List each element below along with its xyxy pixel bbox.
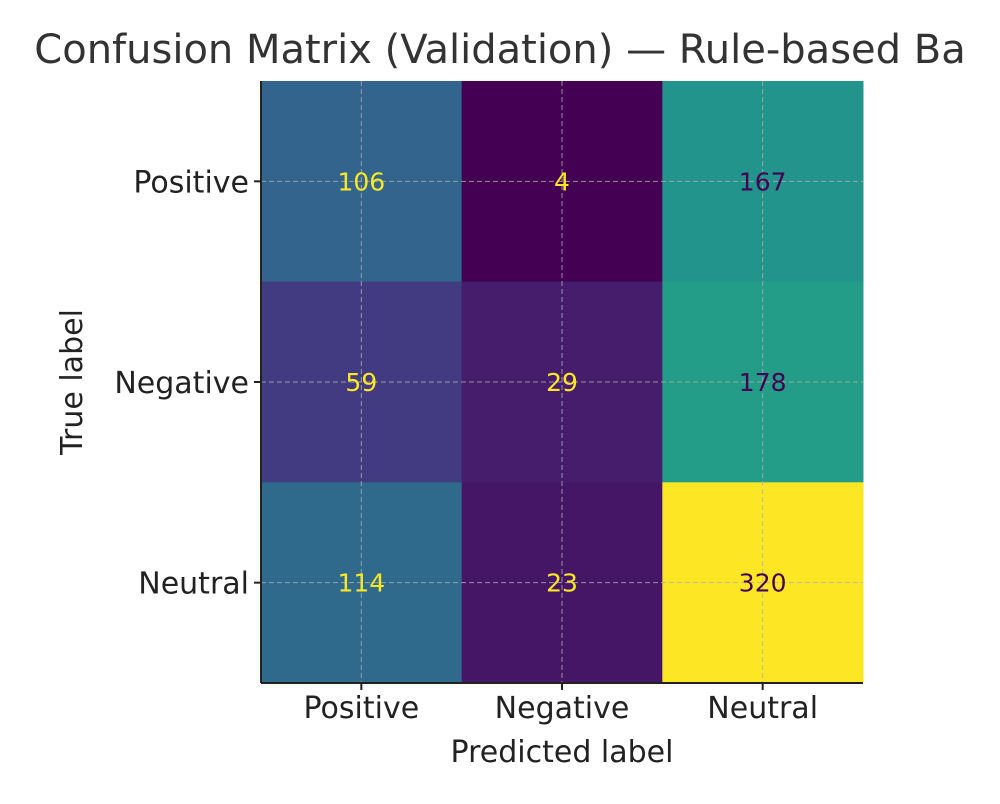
y-tick-label: Negative xyxy=(114,366,249,401)
cell-value-labels: 106 4 167 59 29 178 114 23 320 xyxy=(337,167,786,597)
x-tick-label: Positive xyxy=(304,691,420,726)
x-axis-label: Predicted label xyxy=(451,735,674,770)
chart-title: Confusion Matrix (Validation) — Rule-bas… xyxy=(34,27,965,73)
x-tick-label: Neutral xyxy=(707,691,818,726)
gridlines xyxy=(261,81,863,683)
cell-value-label: 59 xyxy=(345,368,377,397)
cell-value-label: 167 xyxy=(739,167,787,196)
y-tick-label: Neutral xyxy=(138,567,249,602)
cell-value-label: 4 xyxy=(554,167,570,196)
y-tick-label: Positive xyxy=(133,165,249,200)
cell-value-label: 106 xyxy=(337,167,385,196)
cell-value-label: 178 xyxy=(739,368,787,397)
cell-value-label: 114 xyxy=(337,569,385,598)
x-tick-label: Negative xyxy=(495,691,630,726)
y-axis-label: True label xyxy=(55,309,90,456)
axes xyxy=(254,81,863,690)
cell-value-label: 23 xyxy=(546,569,578,598)
tick-labels: Positive Negative Neutral Positive Negative N… xyxy=(114,165,818,726)
cell-value-label: 320 xyxy=(739,569,787,598)
cell-value-label: 29 xyxy=(546,368,578,397)
